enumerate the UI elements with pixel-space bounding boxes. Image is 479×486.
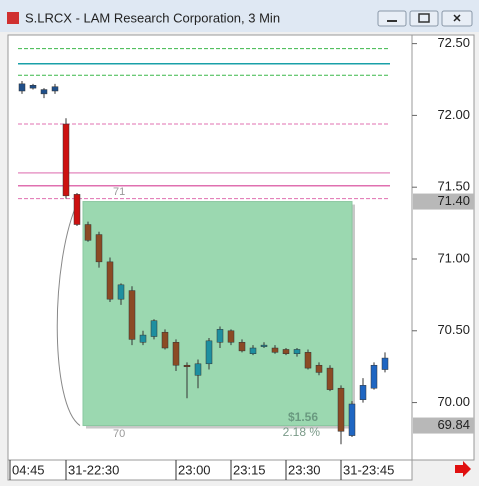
candle-body (18, 83, 26, 92)
price-axis (411, 34, 475, 461)
candle-body (359, 385, 367, 400)
candle-body (150, 320, 158, 337)
x-tick-label: 31-22:30 (68, 462, 119, 477)
scroll-arrow[interactable] (455, 461, 471, 477)
time-axis (7, 459, 413, 481)
candle-body (194, 363, 202, 376)
close-icon: ✕ (452, 13, 461, 25)
candle-body (381, 357, 389, 370)
candle-body (348, 403, 356, 436)
candle-body (260, 344, 268, 347)
window-title: S.LRCX - LAM Research Corporation, 3 Min (25, 10, 280, 25)
candle-body (51, 86, 59, 92)
annotation: 70 (113, 428, 125, 440)
y-tick-label: 72.00 (437, 107, 470, 122)
candle-body (117, 284, 125, 300)
candle-body (106, 261, 114, 300)
x-tick-label: 31-23:45 (343, 462, 394, 477)
maximize-button[interactable] (409, 10, 439, 27)
annotation: 71 (113, 186, 125, 198)
candle-body (227, 330, 235, 343)
candle-body (29, 85, 37, 89)
y-tick-label: 71.00 (437, 250, 470, 265)
price-marker (413, 417, 474, 434)
candle-body (370, 364, 378, 389)
candle-body (238, 342, 246, 352)
candle-body (282, 349, 290, 354)
candle-body (172, 342, 180, 366)
maximize-icon (418, 13, 430, 23)
candle-body (337, 387, 345, 432)
minimize-button[interactable] (377, 10, 407, 27)
candle-body (293, 349, 301, 354)
x-tick-label: 23:15 (233, 462, 266, 477)
x-tick-label: 23:30 (288, 462, 321, 477)
measure-change: $1.56 (288, 410, 318, 424)
measure-percent: 2.18 % (283, 425, 321, 439)
price-marker-label: 69.84 (437, 417, 470, 432)
measure-box (82, 201, 353, 427)
y-tick-label: 70.50 (437, 322, 470, 337)
candle-body (216, 329, 224, 343)
candle-body (271, 347, 279, 353)
candle-body (62, 123, 70, 197)
y-tick-label: 71.50 (437, 179, 470, 194)
x-tick-label: 23:00 (178, 462, 211, 477)
y-tick-label: 70.00 (437, 394, 470, 409)
candle-body (73, 194, 81, 225)
chart-layer: $1.562.18 % 71 70 72.50 72.00 71.50 71.00 70.50… (9, 35, 474, 480)
candle-body (315, 364, 323, 373)
candle-body (128, 290, 136, 340)
price-marker-label: 71.40 (437, 193, 470, 208)
candle-body (84, 224, 92, 241)
candle-body (161, 331, 169, 349)
candle-body (139, 334, 147, 343)
price-marker (413, 193, 474, 210)
candle-body (326, 367, 334, 390)
candle-body (95, 234, 103, 263)
x-tick-label: 04:45 (12, 462, 45, 477)
app-icon (7, 12, 19, 24)
candle-body (205, 340, 213, 365)
candle-body (304, 352, 312, 369)
close-button[interactable] (441, 10, 473, 27)
candle-body (40, 89, 48, 95)
candle-body (183, 364, 191, 367)
y-tick-label: 72.50 (437, 35, 470, 50)
candle-body (249, 347, 257, 354)
measure-arc (56, 201, 81, 426)
